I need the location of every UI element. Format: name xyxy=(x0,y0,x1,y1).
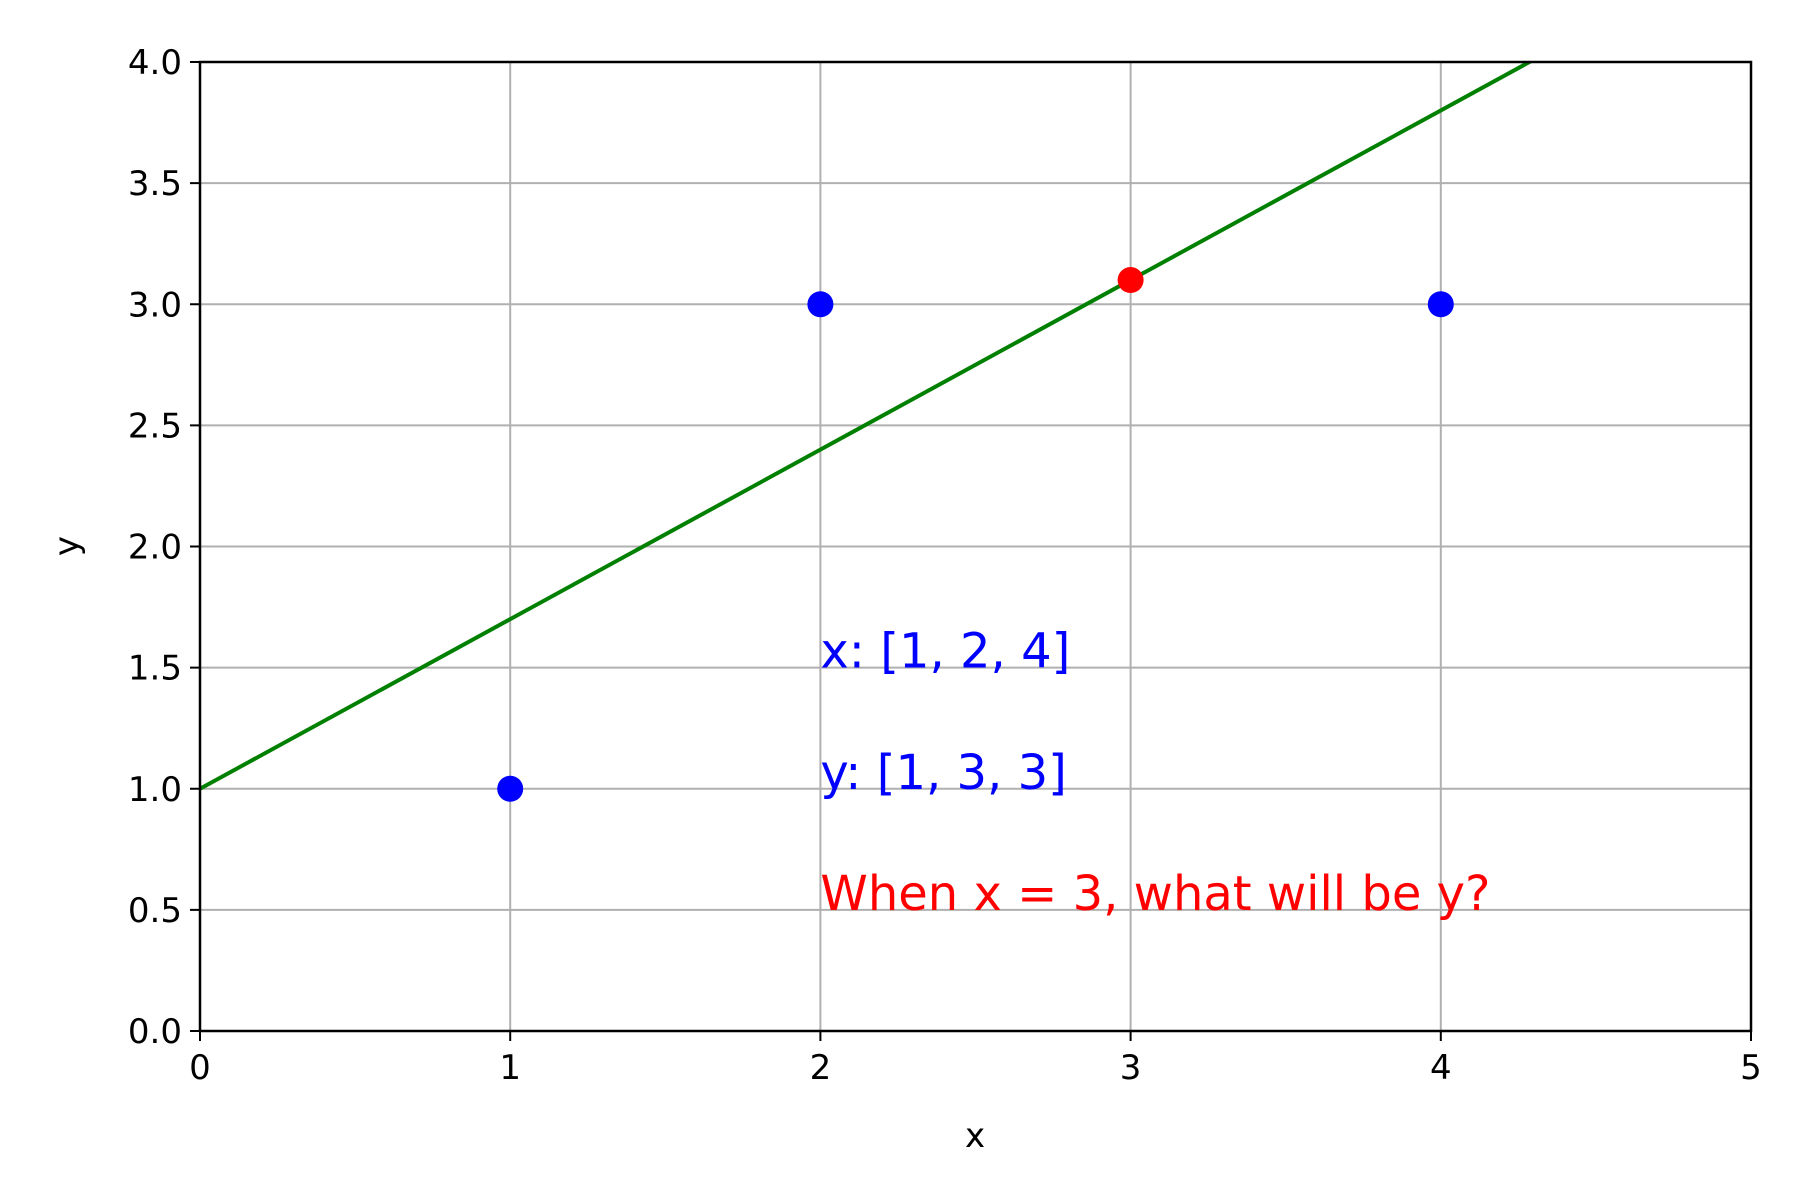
x-tick-label: 0 xyxy=(189,1048,211,1088)
y-axis-label: y xyxy=(47,536,87,556)
annotation-text: y: [1, 3, 3] xyxy=(820,745,1066,801)
x-tick-label: 5 xyxy=(1740,1048,1762,1088)
x-tick-label: 1 xyxy=(499,1048,521,1088)
x-tick-label: 4 xyxy=(1430,1048,1452,1088)
y-tick-label: 1.5 xyxy=(128,649,182,689)
y-tick-label: 0.0 xyxy=(128,1012,182,1052)
predicted-point xyxy=(1117,267,1144,294)
annotations: x: [1, 2, 4] y: [1, 3, 3] When x = 3, what… xyxy=(820,624,1490,922)
annotation-text: When x = 3, what will be y? xyxy=(820,866,1490,922)
axes: 0 1 2 3 4 5 0.0 0.5 1.0 1.5 2.0 2.5 3.0 3.5 4.0 xyxy=(128,43,1762,1088)
y-tick-label: 2.5 xyxy=(128,406,182,446)
x-tick-label: 2 xyxy=(810,1048,832,1088)
regression-line xyxy=(200,62,1534,791)
x-tick-label: 3 xyxy=(1120,1048,1142,1088)
y-tick-label: 4.0 xyxy=(128,43,182,83)
data-point xyxy=(807,291,834,318)
y-tick-label: 1.0 xyxy=(128,770,182,810)
annotation-text: x: [1, 2, 4] xyxy=(820,624,1070,680)
y-tick-label: 3.5 xyxy=(128,164,182,204)
x-axis-label: x xyxy=(965,1116,985,1156)
y-tick-label: 0.5 xyxy=(128,891,182,931)
series-layer xyxy=(200,62,1534,802)
y-tick-label: 2.0 xyxy=(128,528,182,568)
data-point xyxy=(497,775,524,802)
data-point xyxy=(1427,291,1454,318)
y-tick-label: 3.0 xyxy=(128,285,182,325)
